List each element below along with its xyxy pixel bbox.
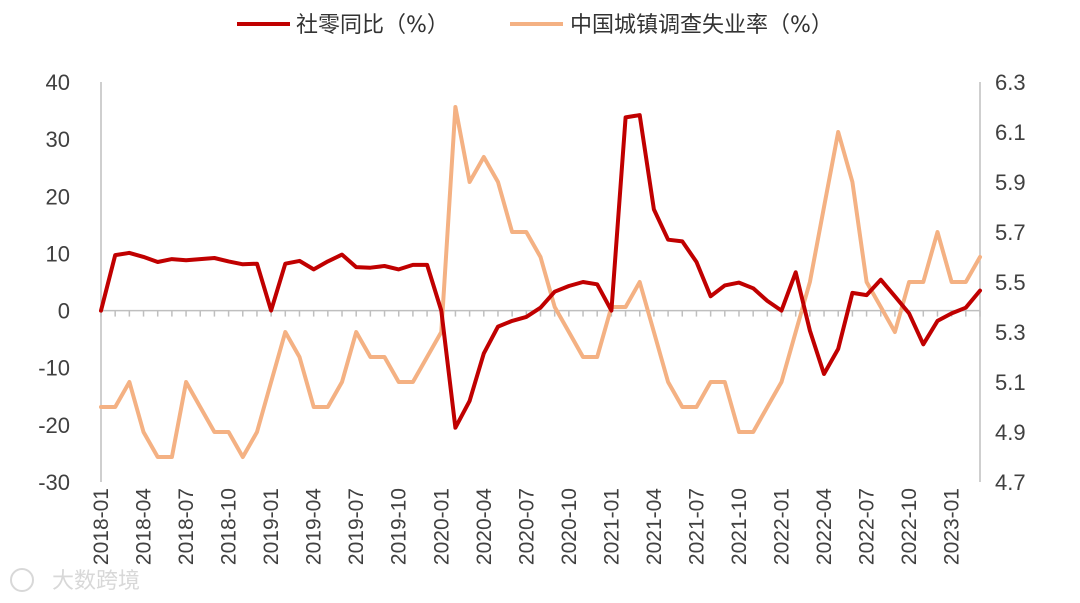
legend-label-unemployment: 中国城镇调查失业率（%） [570,13,833,38]
left-y-tick-label: -20 [38,413,70,438]
x-tick-label: 2019-01 [260,488,283,565]
left-y-tick-label: 20 [46,184,70,209]
x-tick-label: 2018-10 [218,488,241,565]
right-y-tick-label: 5.9 [995,170,1026,195]
x-tick-label: 2019-07 [345,488,368,565]
left-y-tick-label: 30 [46,127,70,152]
right-y-tick-label: 6.3 [995,70,1026,95]
x-tick-label: 2021-04 [643,488,666,565]
x-tick-label: 2022-01 [771,488,794,565]
x-tick-label: 2018-01 [90,488,113,565]
x-tick-label: 2020-01 [430,488,453,565]
left-y-tick-label: 0 [58,299,70,324]
x-tick-label: 2021-10 [728,488,751,565]
x-tick-label: 2020-04 [473,488,496,565]
left-y-tick-label: 10 [46,241,70,266]
watermark: 大数跨境 [10,568,140,594]
watermark-text: 大数跨境 [52,569,140,594]
x-tick-label: 2020-10 [558,488,581,565]
right-y-tick-label: 4.7 [995,470,1026,495]
axes [100,82,981,482]
x-tick-label: 2020-07 [515,488,538,565]
x-tick-label: 2022-04 [813,488,836,565]
right-y-tick-label: 4.9 [995,420,1026,445]
right-y-tick-label: 5.1 [995,370,1026,395]
left-y-tick-label: -30 [38,470,70,495]
series-line-unemployment [99,105,982,459]
series-layer [99,105,982,459]
x-axis-ticks: 2018-01 2018-04 2018-07 2018-10 2019-01 2019-… [90,310,981,565]
series-line-retail-sales [99,113,982,430]
x-tick-label: 2021-07 [685,488,708,565]
x-tick-label: 2019-04 [303,488,326,565]
right-y-tick-label: 5.5 [995,270,1026,295]
legend: 社零同比（%） 中国城镇调查失业率（%） [237,13,833,38]
right-y-tick-label: 5.7 [995,220,1026,245]
x-tick-label: 2022-10 [898,488,921,565]
watermark-logo-icon [10,568,34,592]
right-y-tick-label: 5.3 [995,320,1026,345]
x-tick-label: 2018-04 [133,488,156,565]
x-tick-label: 2023-01 [941,488,964,565]
x-tick-label: 2019-10 [388,488,411,565]
x-tick-label: 2022-07 [856,488,879,565]
x-tick-label: 2018-07 [175,488,198,565]
x-tick-label: 2021-01 [600,488,623,565]
right-y-axis-ticks: 6.3 6.1 5.9 5.7 5.5 5.3 5.1 4.9 4.7 [995,70,1026,495]
legend-label-retail-sales: 社零同比（%） [296,13,449,38]
left-y-tick-label: 40 [46,70,70,95]
left-y-tick-label: -10 [38,356,70,381]
right-y-tick-label: 6.1 [995,120,1026,145]
left-y-axis-ticks: 40 30 20 10 0 -10 -20 -30 [38,70,70,495]
